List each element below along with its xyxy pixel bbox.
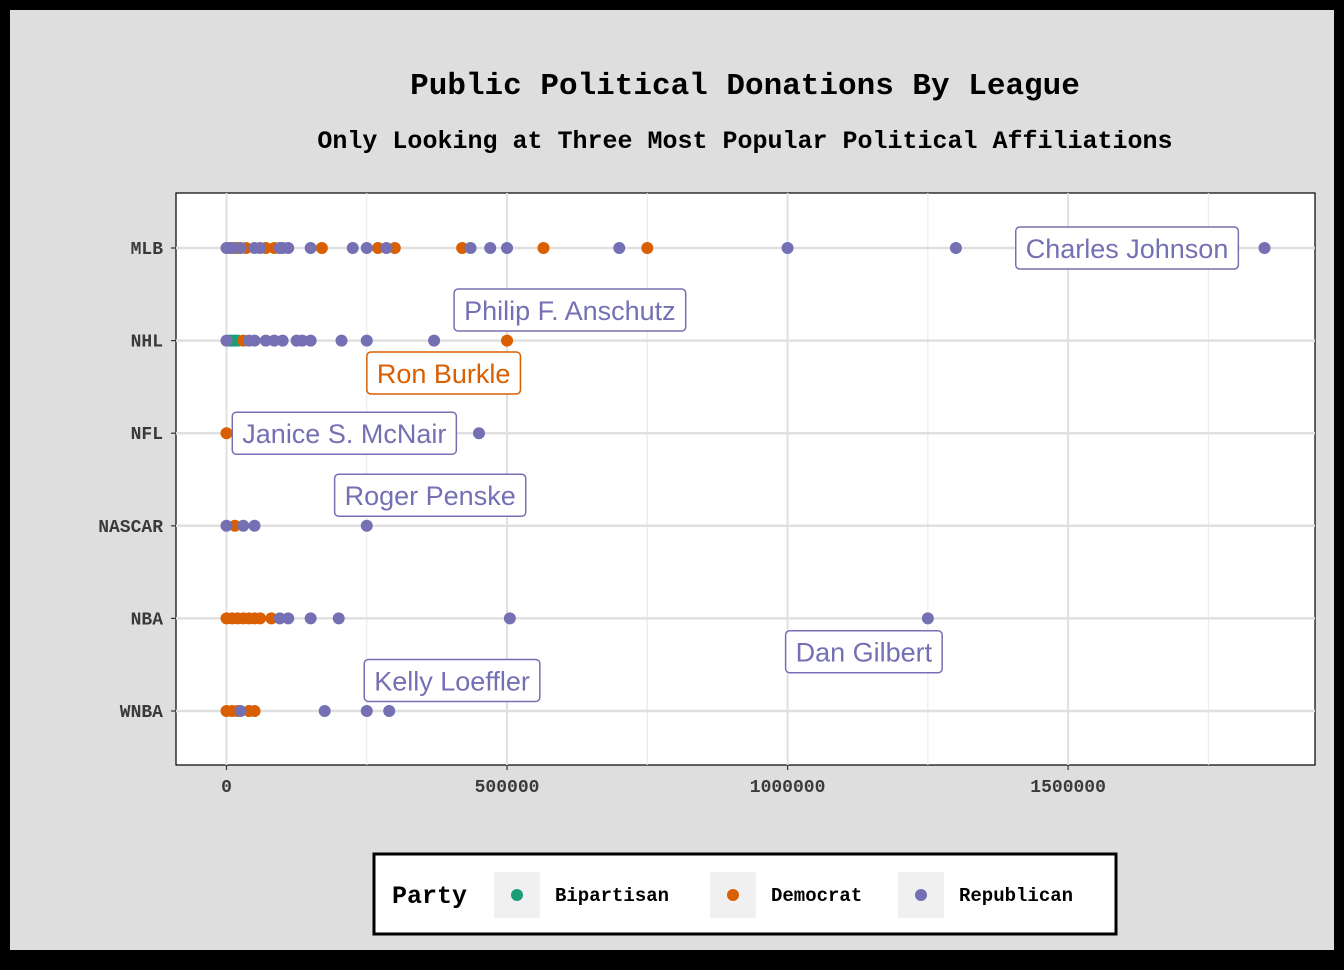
data-point-republican	[248, 519, 261, 532]
data-point-democrat	[537, 242, 550, 254]
data-point-republican	[248, 334, 261, 347]
data-point-republican	[428, 334, 441, 347]
owner-label: Charles Johnson	[1014, 226, 1240, 270]
svg-text:Janice S. McNair: Janice S. McNair	[242, 419, 446, 449]
data-point-republican	[268, 334, 281, 347]
data-point-democrat	[220, 427, 233, 440]
y-tick-label: NBA	[131, 610, 164, 630]
data-point-democrat	[641, 242, 654, 254]
data-point-republican	[503, 612, 516, 625]
data-point-democrat	[265, 612, 278, 625]
owner-label: Janice S. McNair	[231, 411, 458, 455]
y-tick-label: NFL	[131, 425, 163, 445]
owner-label: Kelly Loeffler	[363, 658, 541, 703]
legend-swatch	[727, 889, 739, 901]
svg-text:Dan Gilbert: Dan Gilbert	[796, 638, 933, 668]
data-point-republican	[464, 242, 477, 254]
data-point-republican	[276, 334, 289, 347]
data-point-democrat	[248, 705, 261, 717]
svg-text:Charles Johnson: Charles Johnson	[1026, 234, 1229, 264]
data-point-republican	[259, 334, 272, 347]
svg-text:Philip F. Anschutz: Philip F. Anschutz	[464, 296, 676, 326]
x-tick-label: 1000000	[750, 778, 826, 798]
data-point-republican	[296, 334, 309, 347]
y-tick-label: MLB	[131, 240, 164, 260]
data-point-democrat	[371, 242, 384, 254]
chart-subtitle: Only Looking at Three Most Popular Polit…	[317, 127, 1172, 156]
data-point-republican	[282, 612, 295, 625]
data-point-democrat	[388, 242, 401, 254]
y-tick-label: NASCAR	[98, 518, 163, 538]
svg-text:Roger Penske: Roger Penske	[345, 481, 516, 511]
legend-swatch	[511, 889, 523, 901]
legend-item-democrat: Democrat	[710, 872, 862, 918]
data-point-republican	[613, 242, 626, 254]
data-point-republican	[304, 242, 317, 254]
data-point-democrat	[315, 242, 328, 254]
data-point-democrat	[501, 334, 514, 347]
legend-label: Bipartisan	[555, 885, 669, 907]
svg-text:Kelly Loeffler: Kelly Loeffler	[374, 666, 530, 696]
data-point-republican	[383, 705, 396, 717]
svg-text:Ron Burkle: Ron Burkle	[377, 359, 511, 389]
data-point-republican	[360, 334, 373, 347]
owner-label: Philip F. Anschutz	[453, 288, 687, 332]
chart-title: Public Political Donations By League	[410, 69, 1080, 104]
data-point-democrat	[254, 612, 267, 625]
owner-label: Ron Burkle	[366, 351, 522, 395]
data-point-republican	[318, 705, 331, 717]
data-point-republican	[360, 242, 373, 254]
owner-label: Dan Gilbert	[784, 629, 943, 674]
data-point-republican	[304, 612, 317, 625]
data-point-republican	[304, 334, 317, 347]
data-point-republican	[237, 519, 250, 532]
data-point-republican	[360, 519, 373, 532]
data-point-republican	[346, 242, 359, 254]
data-point-democrat	[228, 519, 241, 532]
data-point-republican	[501, 242, 514, 254]
data-point-democrat	[456, 242, 469, 254]
x-axis-ticks: 0 500000 1000000 1500000	[221, 765, 1106, 798]
data-point-republican	[234, 242, 247, 254]
data-points	[220, 242, 1271, 717]
data-point-republican	[273, 612, 286, 625]
y-tick-label: WNBA	[120, 703, 163, 723]
legend-item-bipartisan: Bipartisan	[494, 872, 669, 918]
data-point-republican	[360, 705, 373, 717]
data-point-republican	[254, 242, 267, 254]
legend-label: Republican	[959, 885, 1073, 907]
data-point-republican	[472, 427, 485, 440]
data-point-republican	[921, 612, 934, 625]
legend: Party Bipartisan Democrat Republican	[372, 852, 1118, 936]
data-point-republican	[226, 242, 239, 254]
data-point-republican	[332, 612, 345, 625]
y-axis-ticks: MLB NHL NFL NASCAR NBA WNBA	[98, 240, 176, 723]
x-tick-label: 0	[221, 778, 232, 798]
data-point-republican	[1258, 242, 1271, 254]
legend-swatch	[915, 889, 927, 901]
x-tick-label: 500000	[475, 778, 540, 798]
owner-label: Roger Penske	[333, 473, 527, 517]
data-point-republican	[282, 242, 295, 254]
y-tick-label: NHL	[131, 333, 163, 353]
data-point-republican	[335, 334, 348, 347]
legend-title: Party	[392, 882, 467, 911]
political-donations-chart: Public Political Donations By League Onl…	[98, 69, 1316, 936]
data-point-republican	[234, 705, 247, 717]
data-point-republican	[220, 519, 233, 532]
data-point-republican	[949, 242, 962, 254]
data-point-republican	[220, 334, 233, 347]
legend-item-republican: Republican	[898, 872, 1073, 918]
x-tick-label: 1500000	[1030, 778, 1106, 798]
data-point-republican	[380, 242, 393, 254]
data-point-republican	[781, 242, 794, 254]
owner-labels: Charles Johnson Philip F. Anschutz Ron Bur…	[231, 226, 1240, 703]
data-point-republican	[484, 242, 497, 254]
legend-label: Democrat	[771, 885, 862, 907]
